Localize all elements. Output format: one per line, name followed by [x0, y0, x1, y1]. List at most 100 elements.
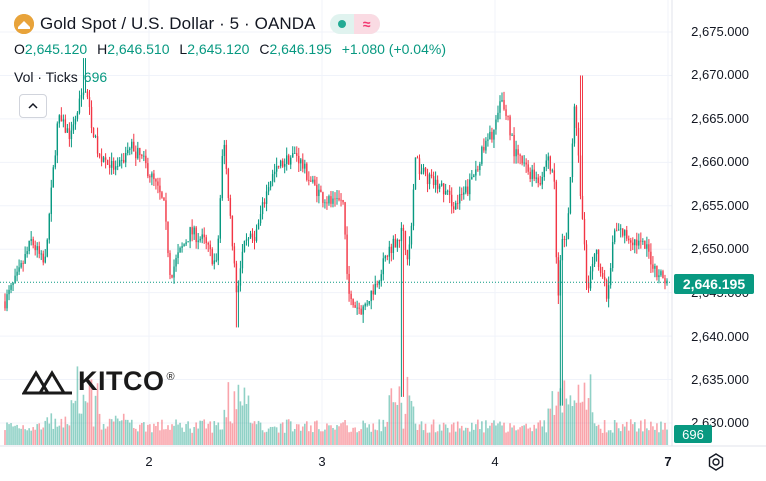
- candle-body: [34, 245, 36, 251]
- volume-bar: [597, 424, 600, 445]
- volume-bar: [599, 428, 602, 445]
- volume-bar: [358, 431, 360, 445]
- candle-body: [30, 239, 32, 241]
- volume-bar: [42, 427, 45, 445]
- volume-bar: [163, 429, 165, 445]
- volume-bar: [466, 427, 469, 445]
- candle-body: [221, 156, 224, 199]
- candle-body: [599, 266, 602, 273]
- volume-bar: [605, 432, 608, 445]
- volume-bar: [287, 419, 290, 445]
- candle-body: [340, 199, 342, 201]
- volume-bar: [243, 387, 246, 445]
- candle-body: [193, 227, 195, 235]
- candle-body: [406, 250, 409, 260]
- candle-body: [114, 166, 117, 170]
- volume-bar: [279, 423, 282, 445]
- volume-bar: [658, 432, 660, 445]
- candle-body: [487, 139, 489, 141]
- volume-bar: [577, 384, 580, 445]
- candle-body: [410, 225, 413, 245]
- market-status-pill[interactable]: ≈: [329, 14, 380, 34]
- volume-bar: [165, 429, 167, 445]
- candle-body: [457, 202, 459, 204]
- volume-bar: [189, 428, 191, 445]
- candle-body: [304, 163, 306, 169]
- collapse-legend-button[interactable]: [19, 94, 47, 118]
- volume-bar: [132, 427, 135, 445]
- volume-bar: [120, 420, 123, 445]
- volume-bar: [652, 426, 654, 445]
- candle-body: [243, 240, 246, 252]
- candle-body: [541, 177, 543, 185]
- candle-body: [310, 180, 312, 182]
- volume-bar: [511, 427, 513, 445]
- volume-bar: [308, 431, 310, 445]
- volume-bar: [261, 430, 264, 445]
- candle-body: [251, 233, 254, 237]
- settings-icon[interactable]: [706, 452, 726, 472]
- candle-body: [334, 198, 336, 200]
- volume-bar: [394, 402, 397, 445]
- candle-body: [328, 196, 330, 204]
- volume-bar: [390, 388, 393, 445]
- candle-body: [145, 155, 147, 164]
- volume-bar: [593, 423, 596, 445]
- volume-bar: [539, 420, 542, 445]
- volume-bar: [255, 424, 258, 445]
- candle-body: [271, 174, 274, 182]
- candle-body: [658, 275, 660, 278]
- candle-body: [48, 214, 50, 240]
- candle-body: [652, 264, 654, 269]
- candle-body: [442, 183, 445, 195]
- volume-bar: [304, 423, 306, 445]
- volume-bar: [273, 426, 276, 445]
- volume-bar: [110, 419, 113, 445]
- volume-bar: [513, 425, 515, 445]
- candle-body: [149, 176, 151, 178]
- candle-body: [58, 115, 61, 124]
- volume-bar: [489, 425, 491, 445]
- volume-bar: [38, 423, 41, 445]
- candle-body: [654, 265, 656, 269]
- open-value: 2,645.120: [24, 41, 88, 57]
- volume-bar: [662, 429, 664, 445]
- volume-bar: [340, 423, 342, 445]
- candle-body: [583, 218, 586, 245]
- volume-bar: [636, 431, 638, 445]
- volume-bar: [557, 391, 560, 445]
- candle-body: [362, 306, 364, 315]
- candle-body: [219, 198, 222, 239]
- candle-body: [571, 143, 574, 178]
- candle-body: [179, 247, 181, 253]
- volume-bar: [34, 429, 36, 445]
- candle-body: [646, 244, 648, 249]
- volume-bar: [664, 422, 666, 445]
- volume-bar: [454, 431, 457, 445]
- volume-bar: [561, 412, 564, 445]
- candle-body: [181, 246, 183, 248]
- volume-bar: [70, 400, 73, 445]
- volume-bar: [619, 431, 622, 445]
- candle-body: [497, 112, 499, 120]
- candle-body: [446, 190, 449, 192]
- candle-body: [147, 163, 149, 177]
- volume-bar: [426, 432, 429, 445]
- volume-bar: [94, 395, 97, 445]
- volume-bar: [40, 429, 43, 445]
- volume-bar: [464, 427, 467, 445]
- candle-body: [648, 244, 650, 252]
- candle-body: [473, 175, 475, 178]
- candle-body: [185, 242, 187, 245]
- candle-body: [100, 156, 103, 162]
- volume-bar: [585, 409, 588, 445]
- symbol-title[interactable]: Gold Spot / U.S. Dollar · 5 · OANDA: [40, 14, 316, 33]
- candle-body: [412, 189, 415, 226]
- candle-body: [237, 285, 240, 293]
- candle-body: [285, 155, 288, 164]
- volume-bar: [64, 416, 67, 445]
- volume-bar: [324, 429, 326, 445]
- volume-bar: [225, 417, 228, 445]
- candle-body: [563, 239, 566, 240]
